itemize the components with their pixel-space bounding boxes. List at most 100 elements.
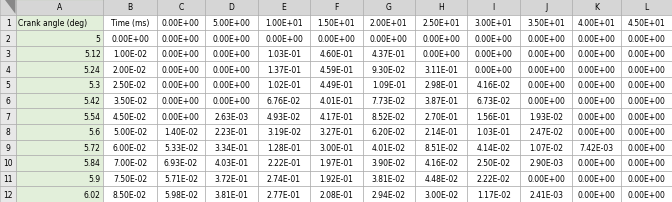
Text: 0.00E+00: 0.00E+00 [628, 50, 665, 59]
Bar [103, 93, 157, 109]
Bar [0, 171, 16, 186]
Bar [310, 62, 363, 78]
Text: 2.47E-02: 2.47E-02 [529, 128, 563, 137]
Text: 6.76E-02: 6.76E-02 [267, 97, 301, 105]
Bar [468, 78, 520, 93]
Text: 0.00E+00: 0.00E+00 [370, 34, 408, 43]
Text: 0.00E+00: 0.00E+00 [628, 65, 665, 74]
Bar [157, 93, 205, 109]
Bar [573, 186, 621, 202]
Text: 0.00E+00: 0.00E+00 [578, 65, 616, 74]
Text: 0.00E+00: 0.00E+00 [212, 34, 251, 43]
Bar [258, 93, 310, 109]
Polygon shape [5, 1, 15, 15]
Text: 0.00E+00: 0.00E+00 [111, 34, 149, 43]
Text: 8.51E-02: 8.51E-02 [424, 143, 458, 152]
Text: 4: 4 [5, 65, 11, 74]
Text: 6.00E-02: 6.00E-02 [113, 143, 147, 152]
Text: 5.3: 5.3 [89, 81, 101, 90]
Text: D: D [228, 3, 235, 12]
Bar [415, 16, 468, 31]
Bar [468, 186, 520, 202]
Text: 5.9: 5.9 [89, 174, 101, 183]
Bar [621, 93, 672, 109]
Bar [573, 62, 621, 78]
Text: 0.00E+00: 0.00E+00 [628, 128, 665, 137]
Text: 0.00E+00: 0.00E+00 [628, 190, 665, 199]
Bar [363, 47, 415, 62]
Text: 0.00E+00: 0.00E+00 [162, 19, 200, 28]
Text: 1.50E+01: 1.50E+01 [318, 19, 355, 28]
Text: 10: 10 [3, 159, 13, 168]
Bar [468, 31, 520, 47]
Bar [205, 186, 258, 202]
Bar [205, 140, 258, 155]
Bar [310, 16, 363, 31]
Text: 2.98E-01: 2.98E-01 [424, 81, 458, 90]
Bar [310, 186, 363, 202]
Bar [520, 31, 573, 47]
Text: 5: 5 [96, 34, 101, 43]
Text: 4.03E-01: 4.03E-01 [214, 159, 249, 168]
Text: 2.50E+01: 2.50E+01 [423, 19, 460, 28]
Bar [258, 62, 310, 78]
Text: 4.49E-01: 4.49E-01 [319, 81, 353, 90]
Bar [103, 155, 157, 171]
Text: 0.00E+00: 0.00E+00 [628, 143, 665, 152]
Text: 4.17E-01: 4.17E-01 [319, 112, 353, 121]
Bar [520, 62, 573, 78]
Bar [205, 0, 258, 16]
Bar [573, 171, 621, 186]
Bar [205, 109, 258, 124]
Bar [16, 93, 103, 109]
Text: 7.42E-03: 7.42E-03 [580, 143, 614, 152]
Text: 4.60E-01: 4.60E-01 [319, 50, 353, 59]
Text: 0.00E+00: 0.00E+00 [422, 50, 460, 59]
Text: 5.54: 5.54 [84, 112, 101, 121]
Text: 4.16E-02: 4.16E-02 [424, 159, 458, 168]
Text: 2.94E-02: 2.94E-02 [372, 190, 406, 199]
Bar [573, 155, 621, 171]
Text: 4.59E-01: 4.59E-01 [319, 65, 353, 74]
Bar [415, 171, 468, 186]
Bar [157, 124, 205, 140]
Bar [468, 109, 520, 124]
Text: J: J [545, 3, 547, 12]
Text: 0.00E+00: 0.00E+00 [578, 81, 616, 90]
Bar [363, 31, 415, 47]
Bar [310, 109, 363, 124]
Text: G: G [386, 3, 392, 12]
Bar [363, 124, 415, 140]
Bar [16, 155, 103, 171]
Bar [0, 155, 16, 171]
Text: 3.90E-02: 3.90E-02 [372, 159, 406, 168]
Bar [0, 186, 16, 202]
Text: 2.77E-01: 2.77E-01 [267, 190, 301, 199]
Bar [103, 186, 157, 202]
Bar [157, 0, 205, 16]
Bar [621, 140, 672, 155]
Text: 2.90E-03: 2.90E-03 [529, 159, 563, 168]
Text: 5.84: 5.84 [84, 159, 101, 168]
Bar [520, 78, 573, 93]
Bar [573, 16, 621, 31]
Bar [16, 16, 103, 31]
Text: 0.00E+00: 0.00E+00 [578, 34, 616, 43]
Bar [258, 186, 310, 202]
Bar [415, 140, 468, 155]
Text: 1.56E-01: 1.56E-01 [476, 112, 511, 121]
Text: 0.00E+00: 0.00E+00 [628, 34, 665, 43]
Bar [415, 31, 468, 47]
Bar [468, 155, 520, 171]
Text: 6.73E-02: 6.73E-02 [476, 97, 511, 105]
Text: 1.40E-02: 1.40E-02 [164, 128, 198, 137]
Text: 0.00E+00: 0.00E+00 [527, 81, 565, 90]
Bar [415, 186, 468, 202]
Bar [0, 140, 16, 155]
Bar [16, 109, 103, 124]
Text: 4.48E-02: 4.48E-02 [424, 174, 458, 183]
Text: 5.42: 5.42 [84, 97, 101, 105]
Bar [157, 155, 205, 171]
Text: 6.93E-02: 6.93E-02 [164, 159, 198, 168]
Text: 4.01E-02: 4.01E-02 [372, 143, 406, 152]
